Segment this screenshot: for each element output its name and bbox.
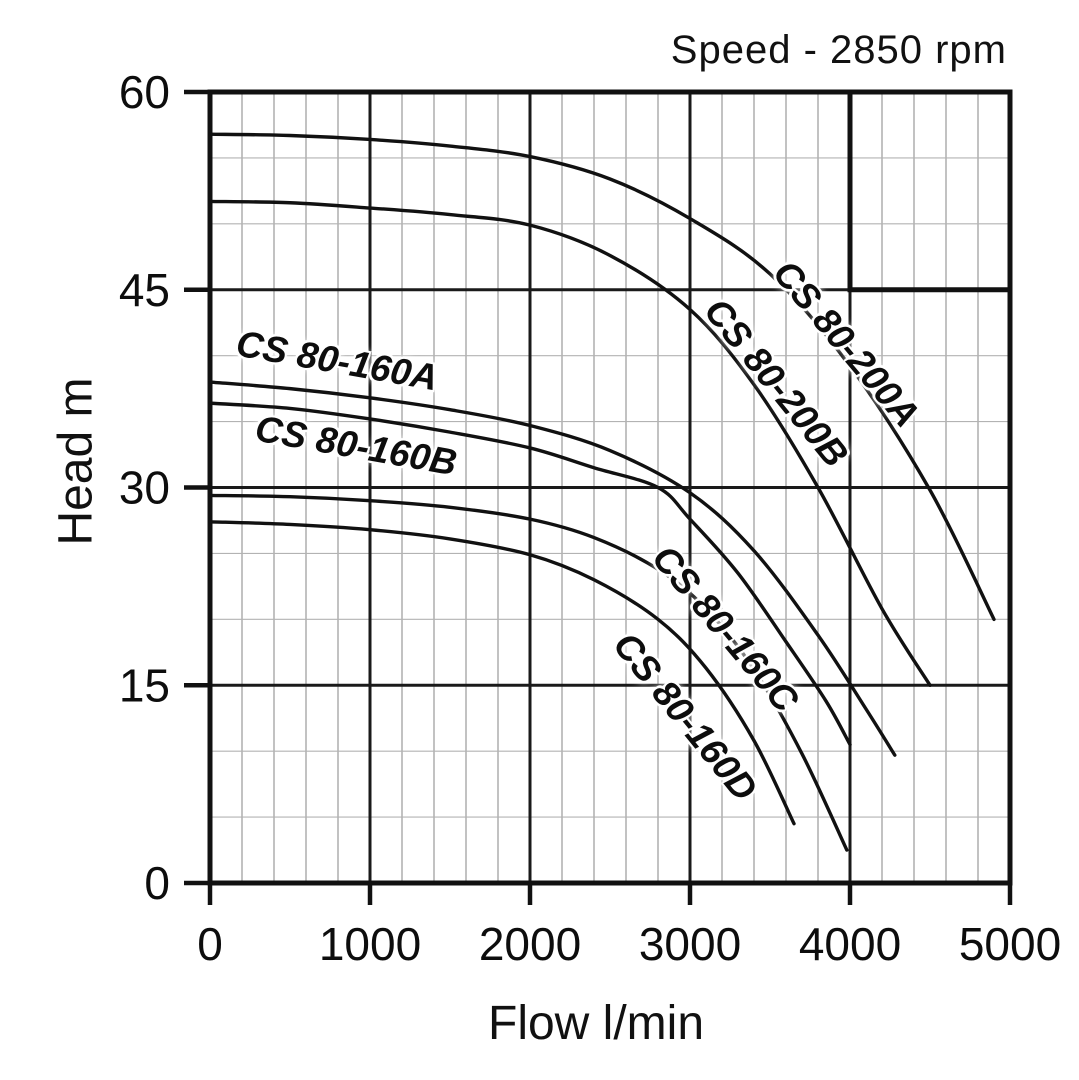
x-tick-label: 3000 bbox=[639, 918, 741, 970]
x-tick-label: 5000 bbox=[959, 918, 1061, 970]
curve-cs-80-200b bbox=[208, 199, 932, 687]
curve-cs-80-200a bbox=[208, 132, 996, 622]
curve-cs-80-160a bbox=[208, 380, 897, 757]
speed-annotation: Speed - 2850 rpm bbox=[670, 28, 1007, 72]
plot-border bbox=[207, 89, 1013, 886]
y-axis-title: Head m bbox=[49, 377, 103, 546]
inset-box-outline bbox=[847, 92, 1010, 293]
y-tick-label: 15 bbox=[119, 659, 170, 711]
y-tick-label: 60 bbox=[119, 66, 170, 118]
x-tick-label: 0 bbox=[197, 918, 223, 970]
x-axis-title: Flow l/min bbox=[488, 997, 705, 1050]
y-tick-label: 45 bbox=[119, 264, 170, 316]
x-tick-label: 4000 bbox=[799, 918, 901, 970]
y-tick-label: 0 bbox=[144, 857, 170, 909]
curve-cs-80-160c bbox=[208, 493, 849, 852]
curve-cs-80-160d bbox=[208, 520, 796, 826]
x-tick-label: 2000 bbox=[479, 918, 581, 970]
y-tick-label: 30 bbox=[119, 462, 170, 514]
curve-cs-80-160b bbox=[208, 401, 852, 747]
x-tick-label: 1000 bbox=[319, 918, 421, 970]
